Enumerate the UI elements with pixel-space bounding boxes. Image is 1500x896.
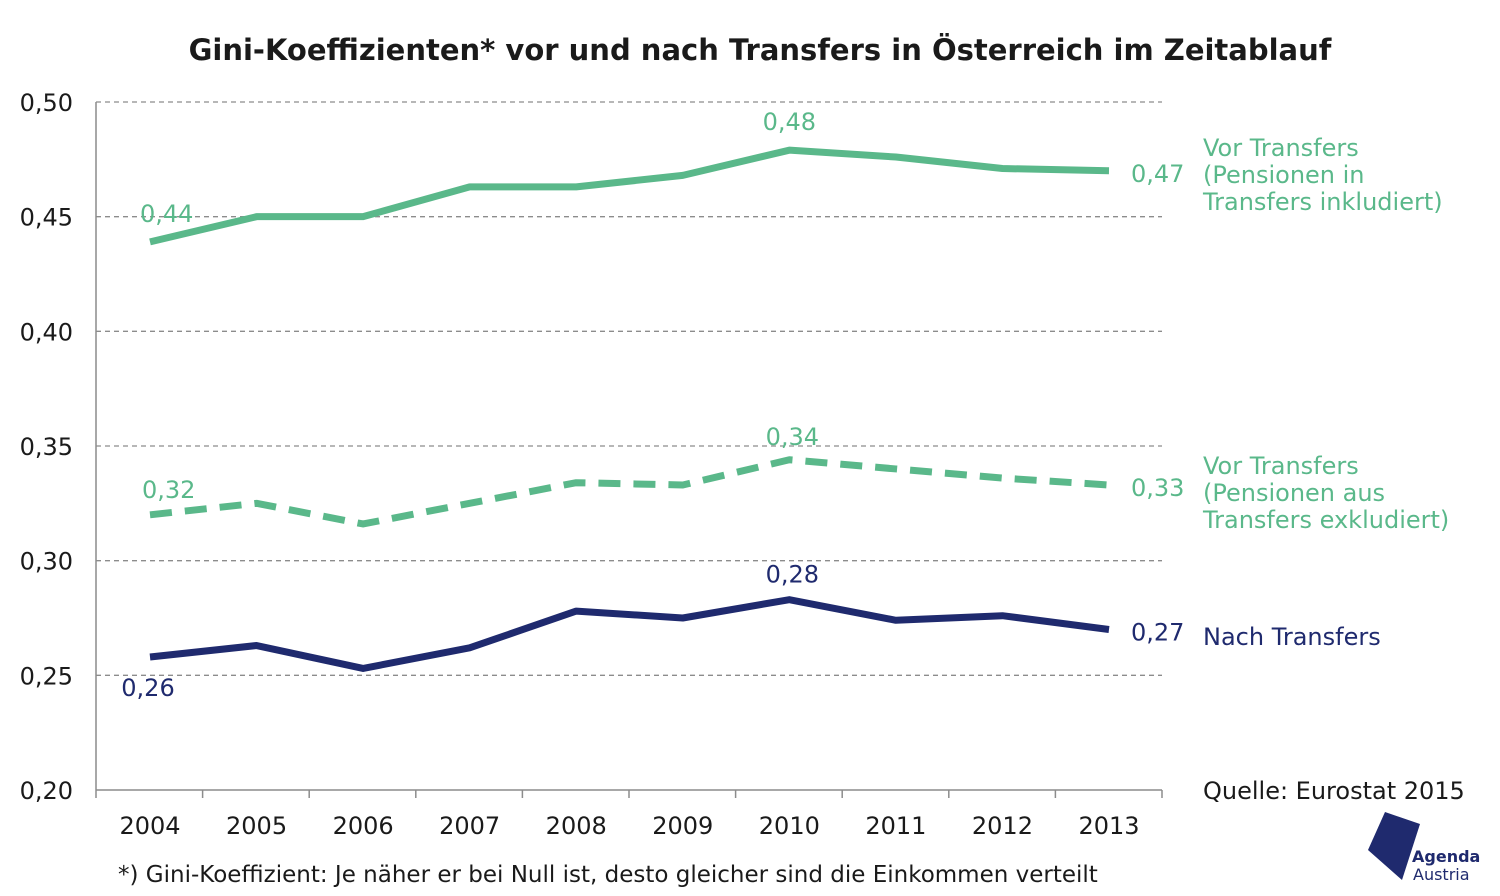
logo-line-1: Agenda — [1412, 847, 1480, 866]
data-label: 0,26 — [121, 674, 174, 702]
y-tick-label: 0,35 — [20, 433, 73, 461]
series-name: Transfers inkludiert) — [1202, 188, 1443, 216]
data-label: 0,44 — [140, 200, 193, 228]
x-tick-label: 2004 — [119, 812, 180, 840]
logo-line-2: Austria — [1413, 865, 1470, 884]
y-tick-label: 0,45 — [20, 204, 73, 232]
agenda-austria-logo: Agenda Austria — [1368, 812, 1480, 884]
series-name: Vor Transfers — [1203, 134, 1359, 162]
x-tick-label: 2013 — [1078, 812, 1139, 840]
series-name: (Pensionen aus — [1203, 479, 1385, 507]
series-name: (Pensionen in — [1203, 161, 1365, 189]
x-tick-label: 2005 — [226, 812, 287, 840]
data-label: 0,28 — [766, 561, 819, 589]
logo-mark-icon — [1368, 812, 1420, 880]
axes: 0,20 0,25 0,30 0,35 0,40 0,45 0,50 2004 2005 2006… — [20, 89, 1163, 840]
series-name: Vor Transfers — [1203, 452, 1359, 480]
data-label: 0,48 — [763, 108, 816, 136]
series-lines — [149, 146, 1110, 672]
y-tick-label: 0,20 — [20, 777, 73, 805]
source-note: Quelle: Eurostat 2015 — [1203, 777, 1465, 805]
footnote: *) Gini-Koeffizient: Je näher er bei Nul… — [118, 862, 1098, 888]
series-line — [149, 146, 1110, 246]
data-labels: 0,44 0,48 0,47 0,32 0,34 0,33 0,26 0,28 0,27 — [121, 108, 1184, 702]
x-tick-label: 2007 — [439, 812, 500, 840]
data-label: 0,34 — [766, 423, 819, 451]
gridlines — [96, 101, 1162, 676]
y-tick-label: 0,50 — [20, 89, 73, 117]
x-tick-label: 2012 — [972, 812, 1033, 840]
data-label: 0,32 — [142, 476, 195, 504]
x-tick-label: 2006 — [333, 812, 394, 840]
y-tick-label: 0,25 — [20, 662, 73, 690]
series-line — [149, 456, 1110, 528]
series-name: Transfers exkludiert) — [1202, 506, 1449, 534]
series-name: Nach Transfers — [1203, 623, 1381, 651]
series-line — [149, 596, 1110, 672]
y-tick-label: 0,40 — [20, 318, 73, 346]
x-tick-label: 2009 — [652, 812, 713, 840]
data-label: 0,47 — [1131, 160, 1184, 188]
x-tick-label: 2010 — [759, 812, 820, 840]
data-label: 0,27 — [1131, 618, 1184, 646]
chart-title: Gini-Koeffizienten* vor und nach Transfe… — [189, 33, 1332, 67]
y-tick-label: 0,30 — [20, 548, 73, 576]
x-tick-label: 2008 — [546, 812, 607, 840]
x-tick-label: 2011 — [865, 812, 926, 840]
data-label: 0,33 — [1131, 474, 1184, 502]
